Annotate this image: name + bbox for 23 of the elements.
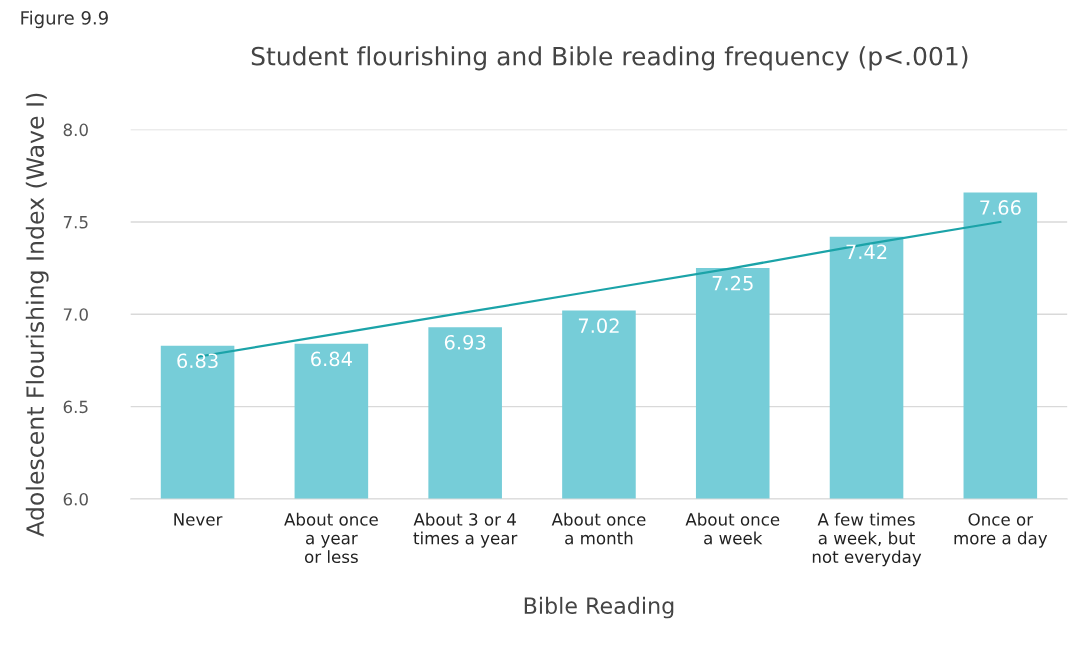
caption: Figure 9.9 [21, 10, 108, 29]
data-label: 6.84 [311, 351, 352, 367]
x-tick-label: Once or more a day [954, 513, 1048, 548]
x-tick-label: About once a year or less [284, 512, 378, 564]
data-label: 6.93 [444, 334, 486, 350]
y-tick-label: 6.0 [63, 492, 88, 506]
x-axis-title: Bible Reading [524, 596, 674, 619]
data-label: 7.02 [578, 318, 619, 334]
x-tick-label: About 3 or 4 times a year [413, 512, 518, 548]
x-tick-label: Never [174, 513, 223, 526]
y-tick-label: 6.5 [63, 400, 88, 414]
x-tick-label: About once a month [551, 512, 646, 545]
y-tick-label: 8.0 [63, 123, 88, 137]
y-axis-title: Adolescent Flourishing Index (Wave I) [25, 93, 49, 537]
data-label: 7.42 [846, 244, 887, 259]
data-label: 6.83 [177, 353, 218, 369]
x-tick-label: A few times a week, but not everyday [812, 512, 922, 567]
x-tick-label: About once a week [685, 512, 780, 545]
y-tick-label: 7.0 [63, 308, 88, 321]
data-label: 7.66 [980, 200, 1021, 215]
chart-title: Student flourishing and Bible reading frequency (p<.001) [251, 46, 968, 71]
data-label: 7.25 [712, 275, 753, 291]
y-tick-label: 7.5 [63, 216, 88, 229]
